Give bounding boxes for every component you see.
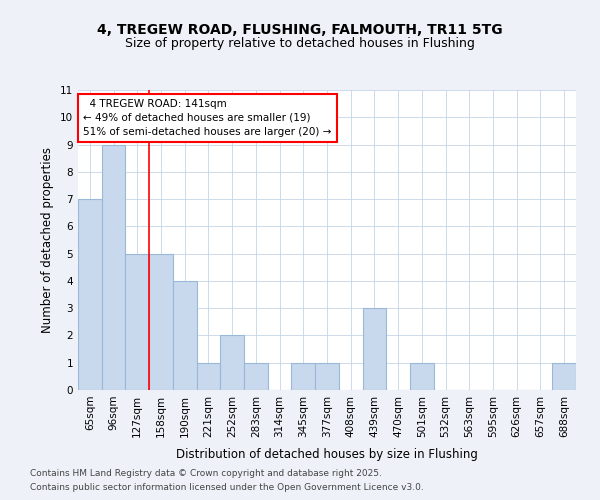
- Bar: [149, 254, 173, 390]
- Bar: [292, 362, 315, 390]
- Bar: [244, 362, 268, 390]
- Bar: [78, 199, 102, 390]
- Text: Contains public sector information licensed under the Open Government Licence v3: Contains public sector information licen…: [30, 484, 424, 492]
- Bar: [315, 362, 339, 390]
- Bar: [173, 281, 197, 390]
- X-axis label: Distribution of detached houses by size in Flushing: Distribution of detached houses by size …: [176, 448, 478, 461]
- Bar: [102, 144, 125, 390]
- Bar: [125, 254, 149, 390]
- Text: 4, TREGEW ROAD, FLUSHING, FALMOUTH, TR11 5TG: 4, TREGEW ROAD, FLUSHING, FALMOUTH, TR11…: [97, 22, 503, 36]
- Bar: [197, 362, 220, 390]
- Text: Size of property relative to detached houses in Flushing: Size of property relative to detached ho…: [125, 38, 475, 51]
- Y-axis label: Number of detached properties: Number of detached properties: [41, 147, 55, 333]
- Bar: [362, 308, 386, 390]
- Bar: [552, 362, 576, 390]
- Bar: [220, 336, 244, 390]
- Bar: [410, 362, 434, 390]
- Text: Contains HM Land Registry data © Crown copyright and database right 2025.: Contains HM Land Registry data © Crown c…: [30, 468, 382, 477]
- Text: 4 TREGEW ROAD: 141sqm
← 49% of detached houses are smaller (19)
51% of semi-deta: 4 TREGEW ROAD: 141sqm ← 49% of detached …: [83, 99, 331, 137]
